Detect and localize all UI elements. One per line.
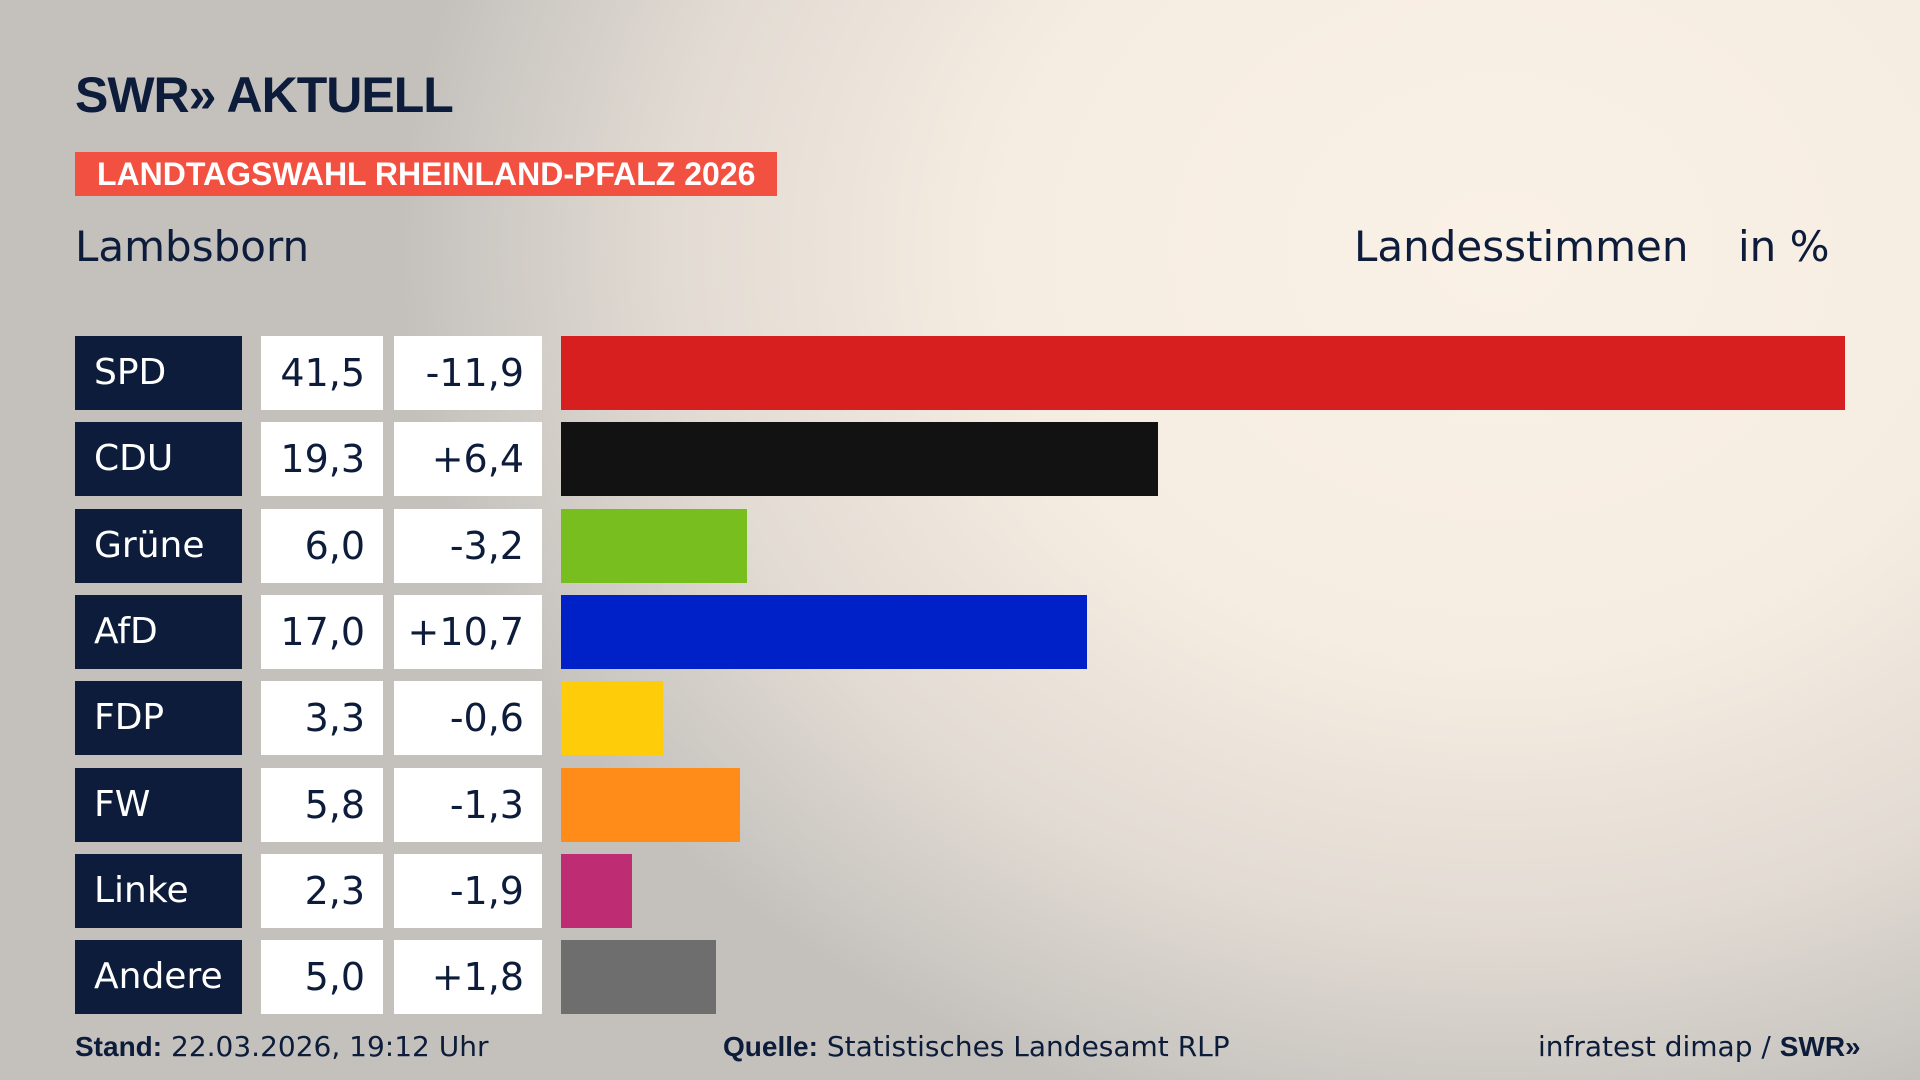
party-row: Linke 2,3 -1,9	[0, 853, 1920, 928]
party-value: 41,5	[261, 336, 383, 410]
party-diff: -1,9	[394, 853, 542, 928]
party-value: 5,0	[261, 940, 383, 1015]
party-row: Grüne 6,0 -3,2	[0, 508, 1920, 583]
party-name: AfD	[75, 594, 242, 669]
credit-text: infratest dimap /	[1538, 1030, 1771, 1063]
party-value: 6,0	[261, 508, 383, 583]
bar-cdu	[561, 422, 1159, 497]
source: Quelle: Statistisches Landesamt RLP	[723, 1030, 1230, 1063]
election-banner: LANDTAGSWAHL RHEINLAND-PFALZ 2026	[75, 152, 778, 196]
stand-label: Stand:	[75, 1031, 163, 1062]
bar-spd	[561, 336, 1845, 410]
party-row: FDP 3,3 -0,6	[0, 681, 1920, 756]
bar-fdp	[561, 681, 664, 756]
party-row: SPD 41,5 -11,9	[0, 336, 1920, 410]
party-value: 2,3	[261, 853, 383, 928]
party-diff: +10,7	[394, 594, 542, 669]
place-title: Lambsborn	[75, 222, 310, 271]
party-name: FDP	[75, 681, 242, 756]
party-row: AfD 17,0 +10,7	[0, 594, 1920, 669]
party-value: 3,3	[261, 681, 383, 756]
party-name: CDU	[75, 422, 242, 497]
party-value: 17,0	[261, 594, 383, 669]
bar-andere	[561, 940, 716, 1015]
party-row: FW 5,8 -1,3	[0, 767, 1920, 842]
party-diff: -0,6	[394, 681, 542, 756]
bar-fw	[561, 767, 741, 842]
credit: infratest dimap / SWR»	[1538, 1030, 1861, 1063]
party-diff: -1,3	[394, 767, 542, 842]
source-label: Quelle:	[723, 1031, 818, 1062]
swr-aktuell-logo: SWR» AKTUELL	[75, 67, 454, 123]
timestamp: Stand: 22.03.2026, 19:12 Uhr	[75, 1030, 488, 1063]
vote-type-label: Landesstimmen	[1354, 222, 1689, 271]
unit-label: in %	[1738, 222, 1830, 271]
party-name: Linke	[75, 853, 242, 928]
party-diff: +1,8	[394, 940, 542, 1015]
bar-linke	[561, 853, 633, 928]
party-name: FW	[75, 767, 242, 842]
party-row: Andere 5,0 +1,8	[0, 940, 1920, 1015]
bar-gruene	[561, 508, 747, 583]
swr-logo: SWR»	[1779, 1031, 1861, 1062]
party-diff: -11,9	[394, 336, 542, 410]
party-value: 5,8	[261, 767, 383, 842]
party-diff: +6,4	[394, 422, 542, 497]
source-value: Statistisches Landesamt RLP	[826, 1030, 1230, 1063]
party-row: CDU 19,3 +6,4	[0, 422, 1920, 497]
bar-afd	[561, 594, 1087, 669]
party-value: 19,3	[261, 422, 383, 497]
party-name: SPD	[75, 336, 242, 410]
party-diff: -3,2	[394, 508, 542, 583]
party-name: Grüne	[75, 508, 242, 583]
party-name: Andere	[75, 940, 242, 1015]
stand-value: 22.03.2026, 19:12 Uhr	[171, 1030, 489, 1063]
